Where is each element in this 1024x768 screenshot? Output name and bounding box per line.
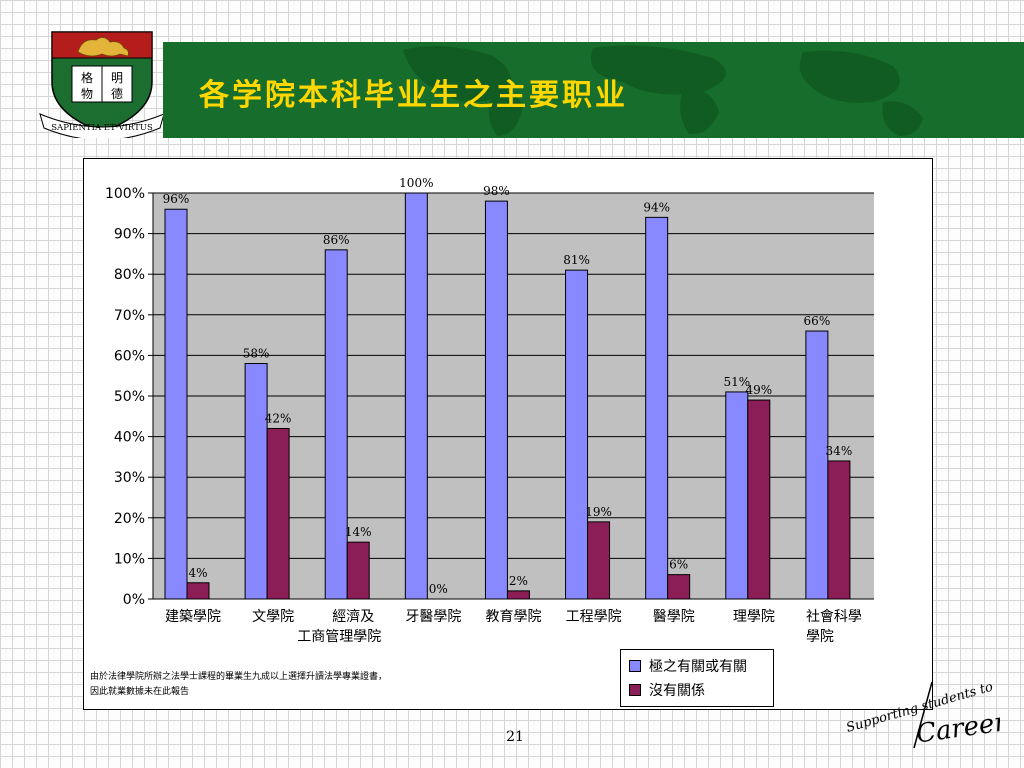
x-label-3-0: 牙醫學院 [405,609,461,625]
world-map-background [403,45,923,136]
data-label-s2-1: 42% [265,411,292,425]
bar-s2-2 [346,541,370,600]
y-tick-label-10: 100% [105,186,145,202]
y-tick-label-0: 0% [123,592,145,608]
data-label-s2-5: 19% [585,505,612,519]
university-crest: 格 明 物 德 SAPIENTIA·ET·VIRTUS [39,31,165,138]
data-label-s1-8: 66% [804,314,831,328]
data-label-s2-4: 2% [509,574,528,588]
page-title: 各学院本科毕业生之主要职业 [199,78,628,113]
x-label-8-0: 社會科學 [806,609,862,625]
y-tick-label-1: 10% [114,551,145,567]
crest-book-char-4: 德 [111,86,123,101]
footnote-line-2: 因此就業數據未在此報告 [90,687,190,697]
x-label-2-0: 經濟及 [332,609,374,625]
y-tick-label-2: 20% [114,511,145,527]
y-tick-label-3: 30% [114,470,145,486]
data-label-s1-0: 96% [163,192,190,206]
x-label-2-1: 工商管理學院 [297,629,381,645]
bar-s2-8 [827,460,851,600]
page-number: 21 [506,729,524,745]
legend-item-series-2: 沒有關係 [629,680,705,700]
data-label-s2-8: 34% [826,444,853,458]
data-label-s1-2: 86% [323,233,350,247]
crest-book-char-3: 物 [81,87,93,101]
careers-signature-logo: Supporting students to Careers [845,680,1000,750]
crest-motto: SAPIENTIA·ET·VIRTUS [51,123,153,133]
x-label-1-0: 文學院 [252,609,294,625]
legend-swatch-series-1 [629,660,641,672]
y-tick-label-6: 60% [114,348,145,364]
data-label-s1-7: 51% [723,375,750,389]
legend-label-series-1: 極之有關或有關 [649,659,747,675]
bar-s1-4 [484,200,508,600]
bar-s1-3 [404,192,428,600]
data-label-s2-2: 14% [345,525,372,539]
crest-book-char-1: 格 [81,70,93,85]
footnote-line-1: 由於法律學院所辦之法學士課程的畢業生九成以上選擇升讀法學專業證書， [90,672,388,682]
data-label-s1-6: 94% [643,200,670,214]
data-label-s2-3: 0% [429,582,448,596]
data-label-s2-6: 6% [669,558,688,572]
chart-legend: 極之有關或有關 沒有關係 [620,649,774,707]
crest-lion-icon [77,37,129,57]
x-label-6-0: 醫學院 [653,609,695,625]
bar-s2-1 [266,427,290,600]
bar-s1-5 [565,269,589,600]
legend-label-series-2: 沒有關係 [649,683,705,699]
x-label-7-0: 理學院 [733,609,775,625]
y-tick-label-7: 70% [114,308,145,324]
bar-s1-7 [725,391,749,600]
x-label-8-1: 學院 [806,629,834,645]
y-tick-label-9: 90% [114,227,145,243]
data-label-s1-1: 58% [243,347,270,361]
data-label-s2-7: 49% [745,383,772,397]
x-label-4-0: 教育學院 [486,609,542,625]
crest-book-char-2: 明 [111,71,123,85]
title-banner: 各学院本科毕业生之主要职业 [163,42,1024,138]
chart-panel: 0% 10% 20% 30% 40% 50% 60% 70% 80% 90% 100% 96% 4% 建築… [83,158,933,710]
bar-s2-4 [506,590,530,600]
y-tick-label-5: 50% [114,389,145,405]
bar-s2-0 [186,582,210,600]
bar-s1-0 [164,208,188,600]
bar-s1-2 [324,249,348,600]
legend-swatch-series-2 [629,684,641,696]
data-label-s1-3: 100% [399,176,433,190]
data-label-s1-5: 81% [563,253,590,267]
crest-motto-ribbon [39,113,165,138]
bar-s1-1 [244,363,268,600]
x-label-0-0: 建築學院 [165,609,221,625]
data-label-s1-4: 98% [483,184,510,198]
data-label-s2-0: 4% [188,566,207,580]
bar-s2-6 [667,574,691,600]
bar-s2-7 [747,399,771,600]
bar-chart: 0% 10% 20% 30% 40% 50% 60% 70% 80% 90% 100% 96% 4% 建築… [105,176,874,645]
bar-s1-8 [805,330,829,600]
x-label-5-0: 工程學院 [566,609,622,625]
legend-item-series-1: 極之有關或有關 [629,656,747,676]
y-tick-label-4: 40% [114,430,145,446]
bar-s2-5 [587,521,611,600]
bar-s1-6 [645,216,669,600]
y-tick-label-8: 80% [114,267,145,283]
